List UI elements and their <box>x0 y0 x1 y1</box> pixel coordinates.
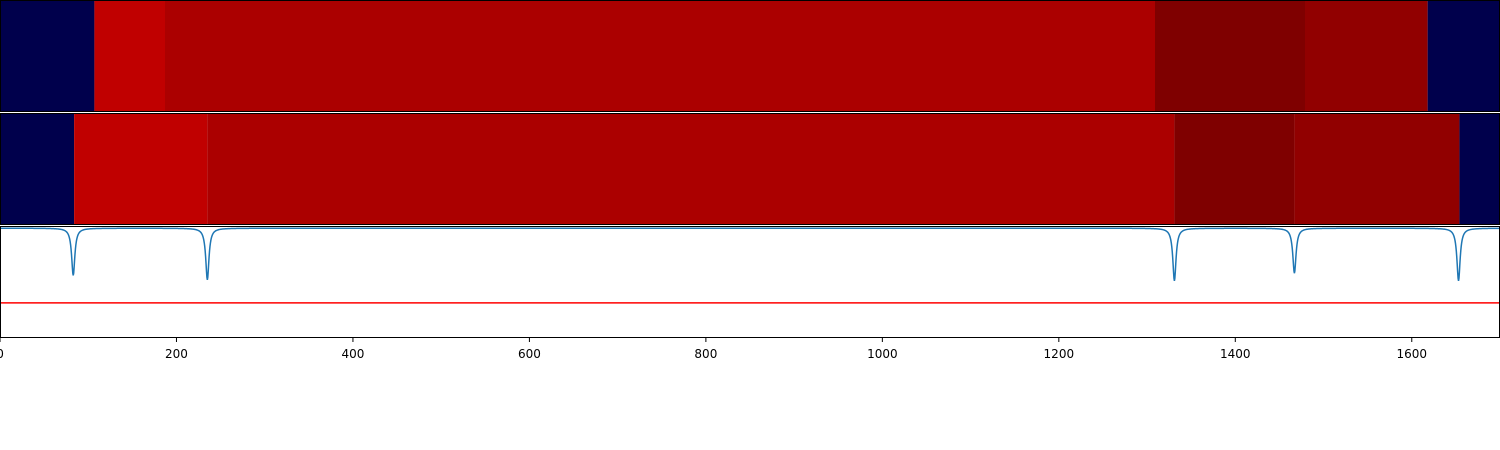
x-tick-label: 400 <box>341 347 364 361</box>
heatmap-segment <box>0 113 75 225</box>
x-tick-label: 1000 <box>867 347 898 361</box>
heatmap-segment <box>207 113 1175 225</box>
heatmap-segment <box>94 0 165 112</box>
x-tick-label: 1200 <box>1044 347 1075 361</box>
x-tick-label: 1400 <box>1220 347 1251 361</box>
heatmap-panel-middle <box>0 113 1500 225</box>
x-tick-label: 1600 <box>1396 347 1427 361</box>
heatmap-segment <box>0 0 95 112</box>
line-panel-bottom <box>0 226 1500 338</box>
panel-frame <box>0 226 1500 338</box>
x-tick-label: 0 <box>0 347 4 361</box>
heatmap-segment <box>1459 113 1500 225</box>
x-tick-label: 600 <box>518 347 541 361</box>
heatmap-segment <box>1294 113 1460 225</box>
x-axis: 0 200 400 600 800 1000 1200 1400 1600 <box>0 338 1427 361</box>
heatmap-segment <box>74 113 208 225</box>
x-tick-label: 200 <box>165 347 188 361</box>
x-tick-label: 800 <box>694 347 717 361</box>
heatmap-segment <box>1305 0 1428 112</box>
heatmap-segment <box>1174 113 1295 225</box>
heatmap-panel-top <box>0 0 1500 112</box>
heatmap-segment <box>165 0 1155 112</box>
heatmap-segment <box>1427 0 1500 112</box>
heatmap-segment <box>1155 0 1305 112</box>
series-line <box>0 227 1500 282</box>
